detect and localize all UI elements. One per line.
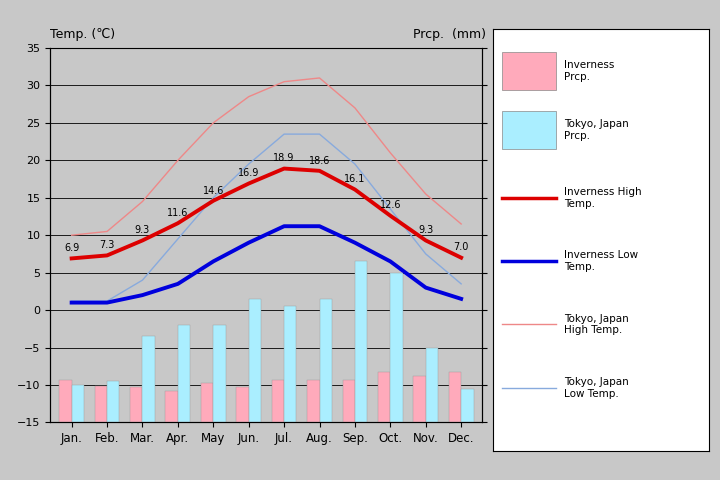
- FancyBboxPatch shape: [502, 111, 556, 149]
- Bar: [413, 376, 426, 422]
- Bar: [378, 372, 390, 422]
- Bar: [201, 384, 213, 422]
- Bar: [426, 348, 438, 422]
- Bar: [178, 325, 190, 422]
- Text: 16.1: 16.1: [344, 174, 366, 184]
- Bar: [390, 273, 402, 422]
- Text: 16.9: 16.9: [238, 168, 259, 178]
- Text: Prcp.  (mm): Prcp. (mm): [413, 28, 486, 41]
- Bar: [166, 391, 178, 422]
- Text: 11.6: 11.6: [167, 208, 189, 218]
- Bar: [213, 325, 225, 422]
- Bar: [461, 389, 474, 422]
- Text: 18.9: 18.9: [274, 153, 294, 163]
- FancyBboxPatch shape: [502, 52, 556, 90]
- Text: 12.6: 12.6: [379, 201, 401, 211]
- Text: Inverness
Prcp.: Inverness Prcp.: [564, 60, 615, 82]
- Text: 9.3: 9.3: [135, 225, 150, 235]
- Bar: [449, 372, 461, 422]
- Bar: [343, 380, 355, 422]
- Text: 9.3: 9.3: [418, 225, 433, 235]
- Text: 14.6: 14.6: [202, 185, 224, 195]
- Bar: [59, 380, 72, 422]
- Text: 7.0: 7.0: [454, 242, 469, 252]
- Text: 6.9: 6.9: [64, 243, 79, 253]
- Bar: [355, 262, 367, 422]
- Text: Tokyo, Japan
High Temp.: Tokyo, Japan High Temp.: [564, 314, 629, 336]
- Bar: [72, 385, 84, 422]
- Text: Inverness Low
Temp.: Inverness Low Temp.: [564, 251, 639, 272]
- Bar: [284, 306, 297, 422]
- Bar: [236, 387, 248, 422]
- Text: Tokyo, Japan
Prcp.: Tokyo, Japan Prcp.: [564, 120, 629, 141]
- Text: Tokyo, Japan
Low Temp.: Tokyo, Japan Low Temp.: [564, 377, 629, 398]
- Text: Temp. (℃): Temp. (℃): [50, 28, 115, 41]
- Bar: [271, 380, 284, 422]
- Bar: [307, 380, 320, 422]
- Bar: [107, 381, 120, 422]
- Bar: [130, 387, 143, 422]
- Text: 18.6: 18.6: [309, 156, 330, 166]
- Bar: [248, 299, 261, 422]
- Bar: [143, 336, 155, 422]
- Text: Inverness High
Temp.: Inverness High Temp.: [564, 187, 642, 209]
- Bar: [94, 386, 107, 422]
- Text: 7.3: 7.3: [99, 240, 114, 250]
- Bar: [320, 299, 332, 422]
